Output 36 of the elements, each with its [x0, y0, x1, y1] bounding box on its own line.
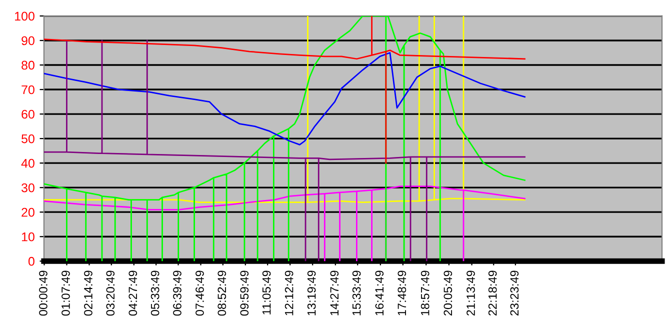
line-series — [44, 52, 526, 146]
x-tick-label: 15:33:49 — [352, 270, 361, 316]
x-tick-label: 16:41:49 — [375, 270, 384, 316]
x-tick-label: 13:19:49 — [307, 270, 316, 316]
x-tick-label: 17:48:49 — [398, 270, 406, 316]
x-tick-label: 22:18:49 — [488, 270, 497, 316]
y-tick-label: 30 — [22, 183, 34, 192]
line-series — [44, 16, 526, 164]
x-tick-label: 05:33:49 — [150, 270, 160, 316]
x-tick-label: 14:27:49 — [330, 270, 339, 316]
x-tick-label: 12:12:49 — [284, 270, 294, 316]
x-tick-label: 00:00:49 — [39, 270, 48, 316]
y-tick-label: 100 — [15, 12, 34, 21]
y-tick-label: 50 — [22, 134, 34, 144]
x-tick-label: 01:07:49 — [62, 270, 70, 316]
x-tick-label: 09:59:49 — [240, 270, 249, 316]
y-tick-label: 70 — [22, 85, 34, 94]
y-tick-label: 60 — [22, 110, 34, 119]
x-tick-label: 07:46:49 — [196, 270, 204, 316]
y-tick-label: 20 — [22, 208, 34, 217]
x-tick-label: 02:14:49 — [84, 270, 92, 316]
x-tick-label: 23:23:49 — [510, 270, 519, 316]
y-tick-label: 0 — [28, 256, 34, 266]
line-series — [44, 16, 526, 203]
x-tick-label: 08:52:49 — [218, 270, 226, 316]
y-tick-label: 80 — [22, 60, 34, 70]
y-tick-label: 10 — [22, 232, 34, 242]
y-tick-label: 90 — [22, 36, 34, 46]
y-tick-label: 40 — [21, 158, 34, 168]
x-tick-label: 21:13:49 — [466, 270, 475, 316]
x-tick-label: 20:05:49 — [444, 270, 452, 316]
x-tick-label: 11:05:49 — [262, 270, 271, 314]
x-tick-label: 04:27:49 — [128, 270, 138, 316]
x-tick-label: 03:20:49 — [106, 270, 115, 316]
x-tick-label: 18:57:49 — [420, 270, 430, 316]
x-tick-label: 06:39:49 — [173, 270, 182, 316]
